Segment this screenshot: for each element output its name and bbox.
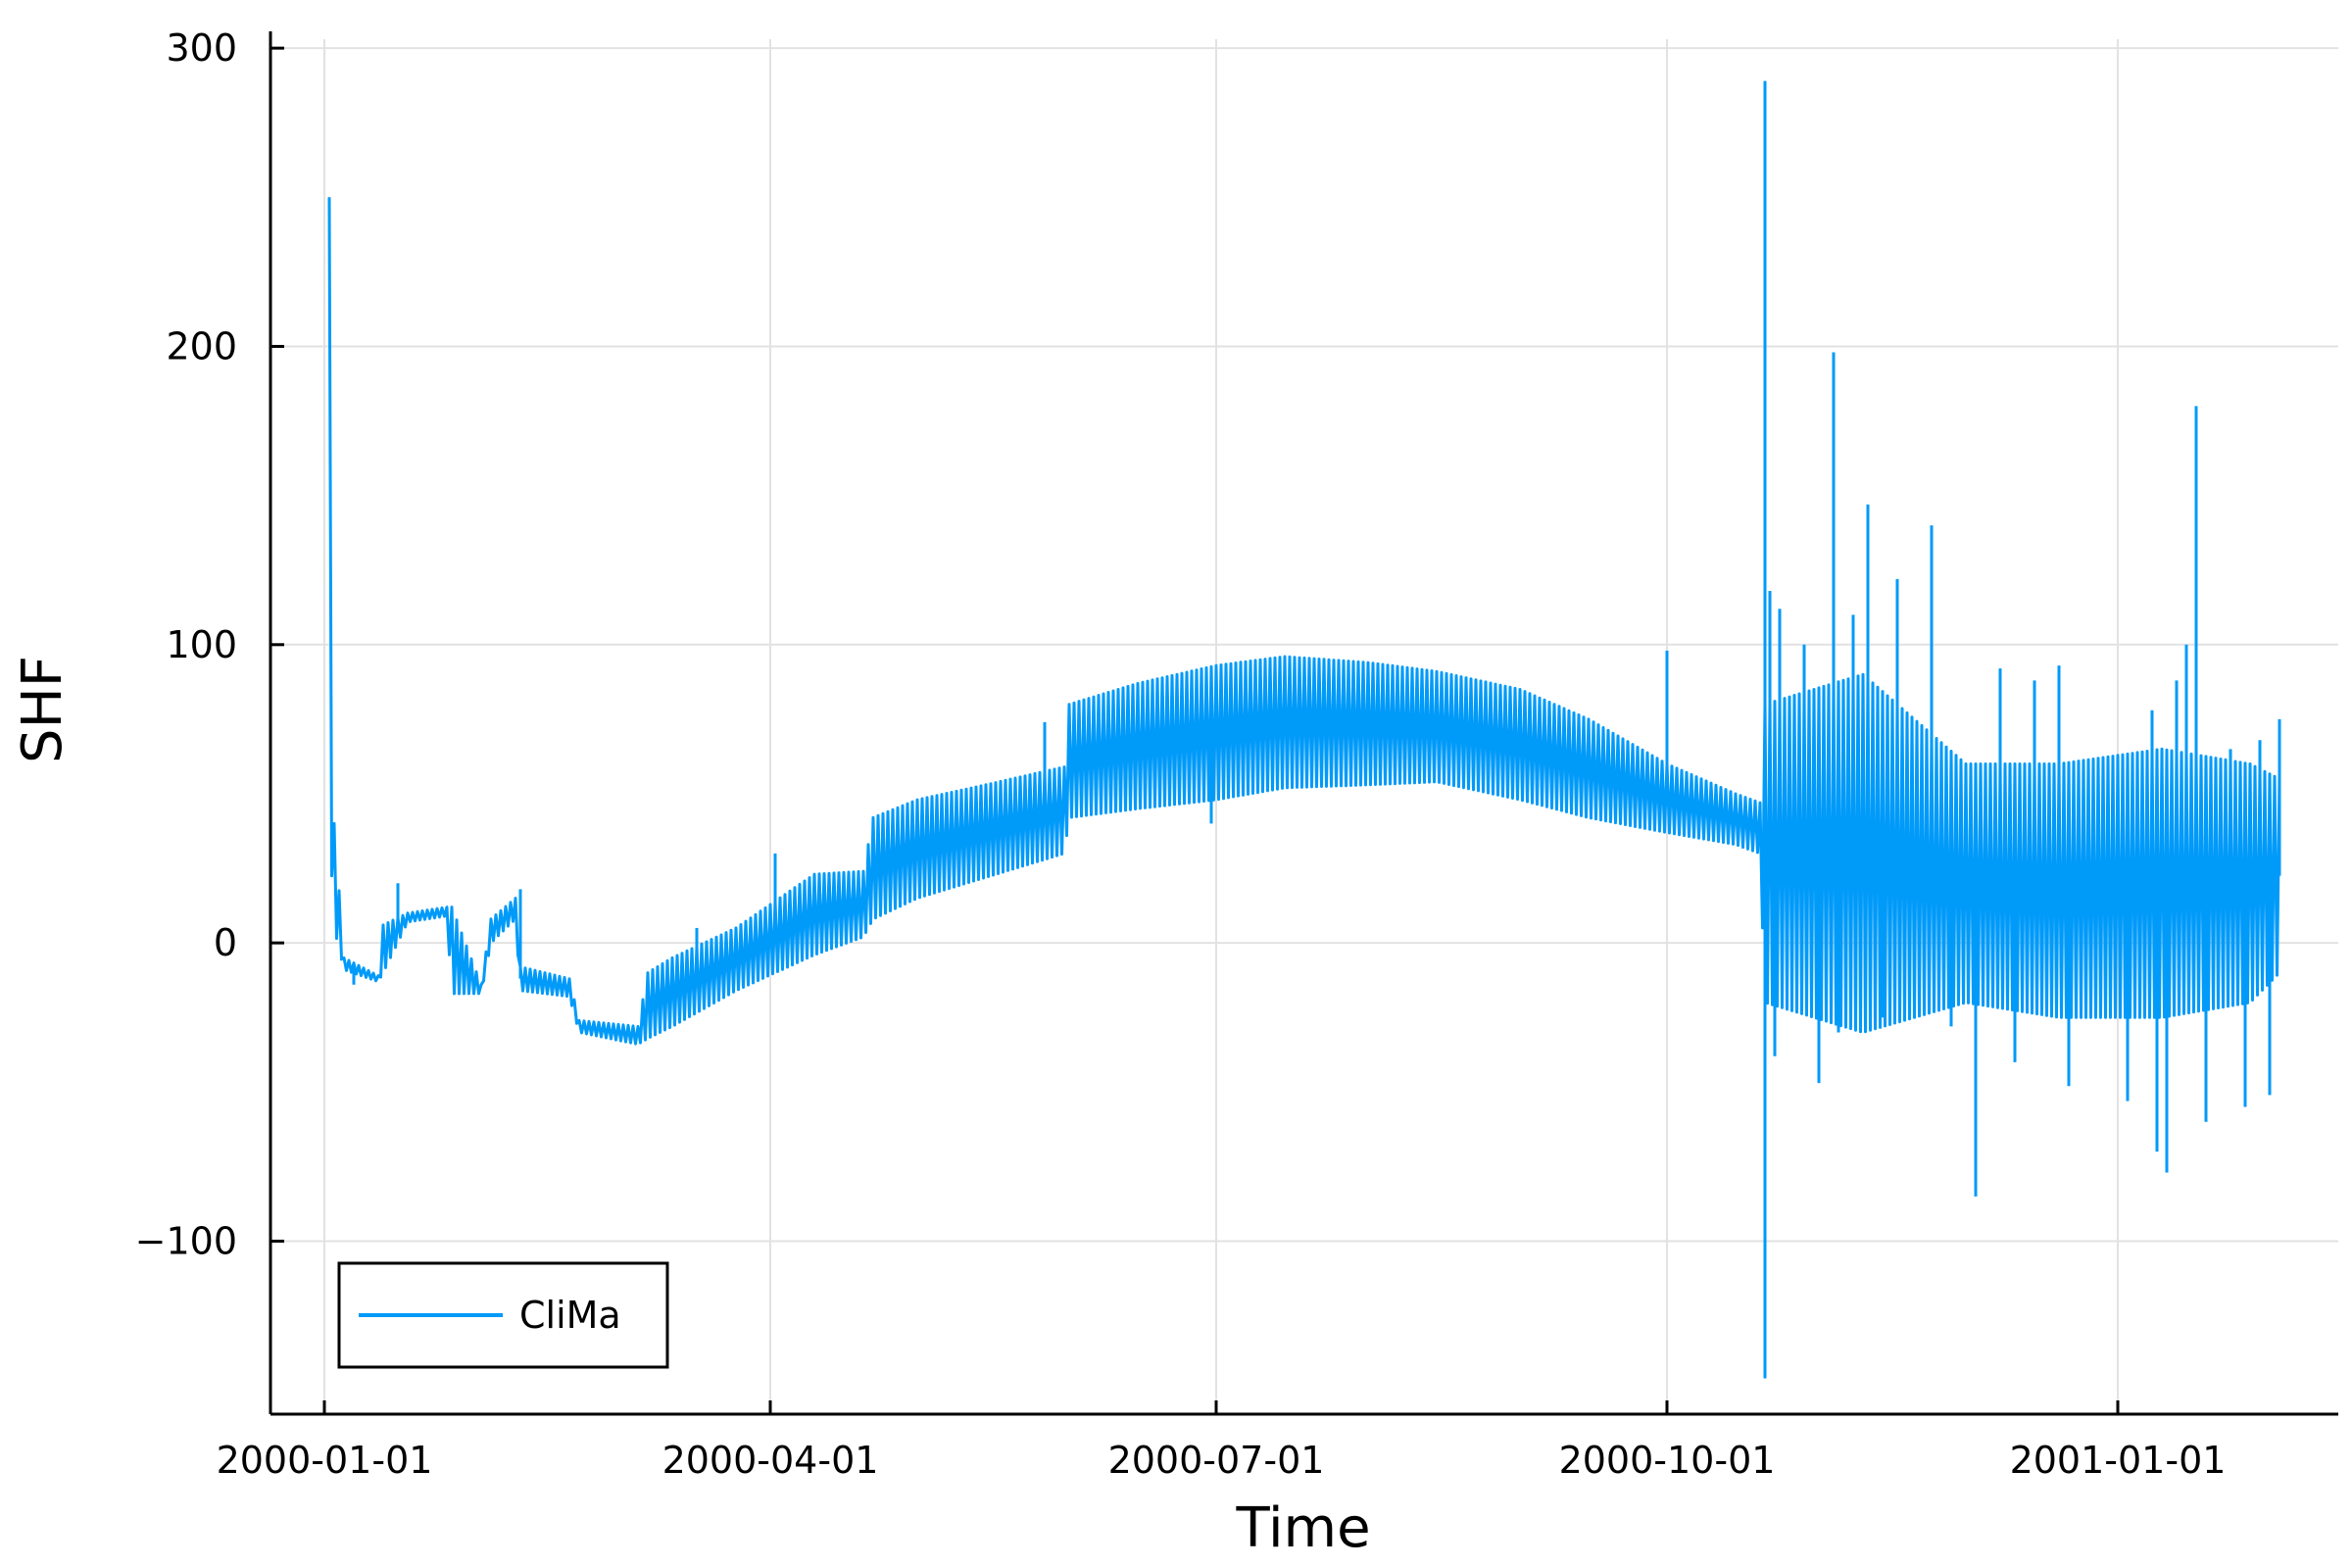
- y-tick-label: 300: [166, 26, 237, 70]
- x-tick-label: 2000-01-01: [217, 1439, 433, 1482]
- x-tick-label: 2000-04-01: [662, 1439, 879, 1482]
- y-tick-label: 100: [166, 623, 237, 666]
- legend-label: CliMa: [519, 1294, 621, 1337]
- series-line-clima: [327, 197, 2281, 1046]
- legend: CliMa: [337, 1261, 669, 1369]
- y-axis-title: SHF: [11, 656, 74, 763]
- x-tick-label: 2001-01-01: [2010, 1439, 2227, 1482]
- axes: [269, 31, 2338, 1416]
- y-tick-label: −100: [135, 1219, 237, 1262]
- y-tick-label: 200: [166, 324, 237, 368]
- x-axis-title: Time: [1235, 1496, 1370, 1560]
- x-tick-label: 2000-10-01: [1559, 1439, 1776, 1482]
- series-layer: [327, 80, 2281, 1379]
- tick-labels: 2000-01-01 2000-04-01 2000-07-01 2000-10-01…: [135, 26, 2227, 1482]
- x-tick-label: 2000-07-01: [1108, 1439, 1325, 1482]
- y-tick-label: 0: [214, 921, 237, 964]
